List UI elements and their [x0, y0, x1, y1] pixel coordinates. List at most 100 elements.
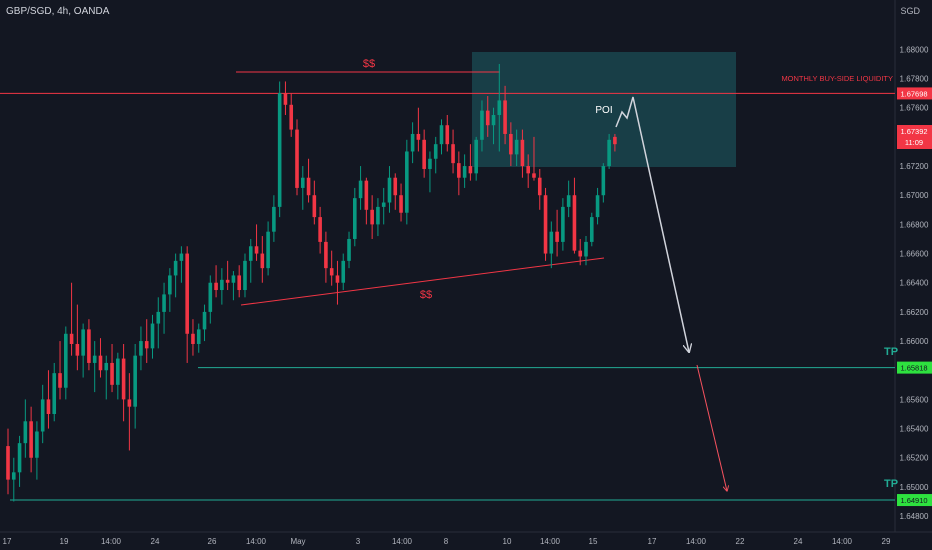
- candle: [248, 238, 253, 283]
- candle-body: [231, 275, 236, 283]
- candle-body: [220, 279, 224, 291]
- candle-body: [509, 133, 513, 155]
- candle-body: [266, 231, 270, 269]
- current-price: 1.67392: [900, 127, 927, 136]
- candle: [75, 304, 80, 371]
- candle: [173, 253, 178, 298]
- candle: [116, 352, 120, 400]
- price-tick-label: 1.67800: [900, 75, 929, 84]
- candle-body: [202, 311, 207, 330]
- time-tick-label: 24: [151, 537, 160, 546]
- candle: [23, 399, 28, 458]
- candle-body: [179, 253, 184, 261]
- candle: [324, 231, 328, 283]
- candle: [139, 326, 143, 371]
- candle-body: [40, 399, 45, 432]
- candle: [572, 177, 577, 254]
- time-axis[interactable]: 17 19 14:00 24 26 14:00 May 3 14:00 8 10 14:00 15 17 1…: [3, 537, 891, 546]
- candle: [185, 246, 189, 363]
- candle-body: [191, 333, 195, 344]
- candle-body: [370, 209, 374, 225]
- candle-body: [566, 195, 571, 207]
- candle-body: [514, 139, 519, 155]
- candle: [509, 122, 513, 167]
- candles-group: [6, 63, 617, 502]
- candle-body: [98, 355, 103, 371]
- candle: [584, 236, 588, 266]
- candle: [422, 129, 426, 178]
- candle: [29, 406, 33, 473]
- candle: [393, 173, 398, 210]
- candle-body: [318, 217, 322, 242]
- time-tick-label: 15: [589, 537, 598, 546]
- candle: [52, 362, 57, 422]
- liquidity-price-tag: 1.67698: [897, 87, 932, 100]
- candle: [300, 166, 305, 210]
- candle-body: [393, 177, 398, 196]
- price-tick-label: 1.64800: [900, 512, 929, 521]
- candle-body: [173, 260, 178, 276]
- time-tick-label: 14:00: [686, 537, 707, 546]
- candle-body: [139, 341, 143, 356]
- candle: [179, 246, 184, 283]
- time-tick-label: 24: [794, 537, 803, 546]
- candle: [520, 129, 525, 178]
- candle-body: [324, 241, 328, 269]
- candle-body: [462, 166, 467, 178]
- candle-body: [214, 282, 218, 291]
- candle: [607, 133, 611, 169]
- candle-body: [416, 133, 421, 140]
- candle: [283, 81, 288, 116]
- candle-body: [92, 355, 97, 363]
- candle-body: [589, 217, 594, 242]
- candle-body: [376, 206, 380, 225]
- candle-body: [358, 180, 363, 199]
- candle-body: [116, 358, 120, 385]
- candle: [399, 183, 403, 222]
- price-axis[interactable]: 1.680001.678001.676001.674001.672001.670…: [900, 45, 929, 521]
- candle: [329, 250, 334, 286]
- candle-body: [445, 125, 450, 145]
- candle-body: [439, 125, 444, 145]
- candle-body: [503, 100, 507, 134]
- candle-body: [243, 260, 247, 291]
- candle-body: [601, 166, 606, 196]
- candle: [168, 268, 172, 312]
- candle: [191, 319, 195, 356]
- candle: [555, 209, 559, 257]
- tp1-price-tag: 1.65818: [897, 361, 932, 374]
- candle-body: [549, 231, 554, 254]
- currency-label: SGD: [900, 6, 920, 16]
- candle: [162, 282, 166, 334]
- candle: [144, 319, 149, 363]
- svg-text:1.64910: 1.64910: [900, 496, 927, 505]
- candle-body: [168, 275, 172, 295]
- candle-body: [353, 198, 357, 239]
- candle: [387, 166, 392, 213]
- candle-body: [127, 399, 132, 407]
- candle-body: [248, 246, 253, 261]
- candle: [480, 100, 484, 152]
- candle-body: [381, 202, 386, 207]
- candle: [462, 154, 467, 188]
- projection-arrow: [615, 96, 689, 352]
- candle: [364, 177, 369, 225]
- candle: [595, 187, 600, 225]
- candle: [497, 63, 502, 152]
- price-tick-label: 1.66000: [900, 337, 929, 346]
- bottom-liquidity-label: $$: [420, 289, 432, 301]
- candle-body: [572, 195, 577, 251]
- candle: [312, 180, 317, 225]
- candle-body: [237, 275, 241, 291]
- time-tick-label: May: [290, 537, 305, 546]
- time-tick-label: 14:00: [540, 537, 561, 546]
- candle: [254, 224, 259, 261]
- countdown: 11:09: [905, 138, 923, 147]
- candle-body: [23, 421, 28, 444]
- candle-body: [497, 100, 502, 116]
- price-tick-label: 1.65000: [900, 483, 929, 492]
- candle-body: [491, 115, 496, 126]
- time-tick-label: 10: [503, 537, 512, 546]
- candle: [260, 236, 265, 283]
